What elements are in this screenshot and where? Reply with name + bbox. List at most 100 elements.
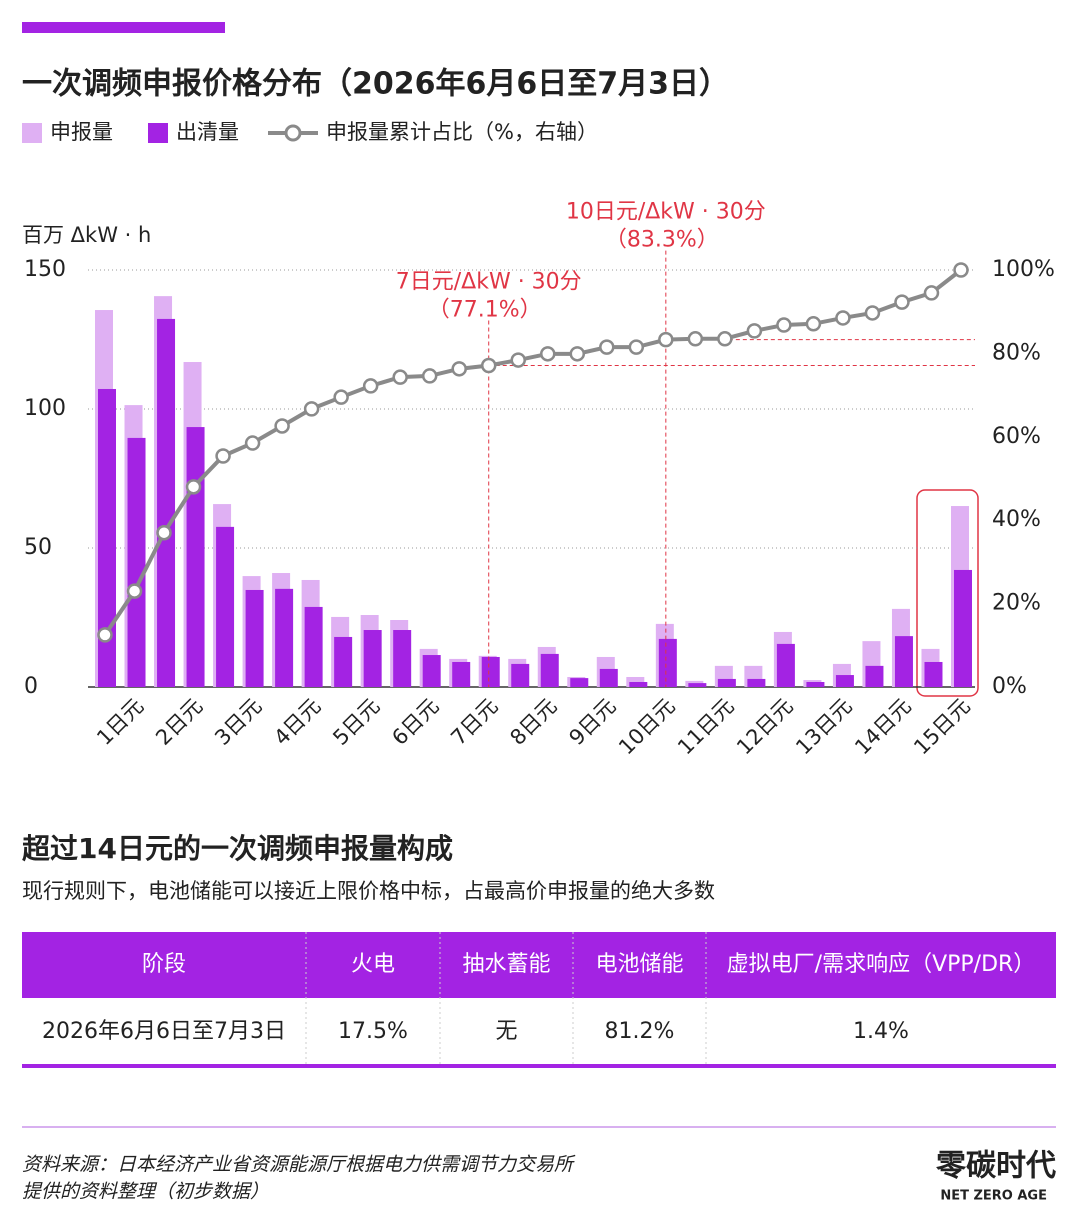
line-marker <box>953 262 969 278</box>
x-tick-label: 2日元 <box>151 694 207 750</box>
bar <box>422 655 441 687</box>
line-marker <box>451 361 467 377</box>
source-line: 资料来源：日本经济产业省资源能源厅根据电力供需调节力交易所 <box>22 1154 576 1176</box>
line-marker <box>244 435 261 451</box>
line-marker <box>923 285 940 301</box>
bar <box>127 437 146 687</box>
line-marker <box>864 305 881 321</box>
x-tick-label: 15日元 <box>909 694 975 760</box>
line-marker <box>628 339 645 355</box>
bar <box>393 630 412 687</box>
legend-label: 申报量 <box>50 120 113 144</box>
bar <box>511 663 530 687</box>
line-marker <box>599 339 615 355</box>
table-cell: 无 <box>495 1019 517 1044</box>
x-tick-label: 9日元 <box>564 694 620 750</box>
annotation-label: 7日元/ΔkW · 30分 <box>396 269 582 294</box>
bar <box>275 588 294 687</box>
x-tick-label: 6日元 <box>387 694 443 750</box>
table-header-cell: 火电 <box>351 952 395 977</box>
source-line: 提供的资料整理（初步数据） <box>22 1181 269 1203</box>
table-header-cell: 阶段 <box>142 952 186 977</box>
bar <box>747 678 766 687</box>
bar <box>245 589 264 687</box>
x-tick-label: 14日元 <box>850 694 916 760</box>
bar <box>894 636 913 687</box>
line-marker <box>717 331 733 347</box>
y-tick-label: 100 <box>24 396 66 421</box>
y2-tick-label: 40% <box>992 507 1041 532</box>
line-marker <box>362 378 379 394</box>
bar <box>835 675 854 687</box>
table-cell: 2026年6月6日至7月3日 <box>42 1019 286 1044</box>
table-subtitle: 现行规则下，电池储能可以接近上限价格中标，占最高价申报量的绝大多数 <box>22 879 715 903</box>
bar <box>599 668 618 687</box>
bar <box>629 681 648 687</box>
bar <box>570 678 589 687</box>
bar <box>98 388 116 687</box>
x-tick-label: 4日元 <box>269 694 325 750</box>
x-tick-label: 12日元 <box>732 694 798 760</box>
bar <box>954 569 972 687</box>
line-marker <box>185 479 202 495</box>
y2-tick-label: 60% <box>992 424 1041 449</box>
line-marker <box>215 448 231 464</box>
table-header-cell: 电池储能 <box>595 952 683 977</box>
table-cell: 17.5% <box>338 1019 408 1044</box>
y-tick-label: 150 <box>24 257 66 282</box>
line-marker <box>97 627 113 643</box>
accent-bar <box>22 22 225 33</box>
table-cell: 81.2% <box>605 1019 675 1044</box>
line-marker <box>746 323 763 339</box>
y2-tick-label: 100% <box>992 257 1055 282</box>
line-marker <box>540 346 556 362</box>
bar <box>865 665 884 687</box>
bar <box>806 681 825 687</box>
legend-swatch <box>22 123 42 143</box>
bar <box>717 678 736 687</box>
x-tick-label: 8日元 <box>505 694 561 750</box>
y-tick-label: 0 <box>24 674 38 699</box>
y-axis-label: 百万 ΔkW · h <box>22 223 151 247</box>
line-marker <box>274 418 290 434</box>
table-title: 超过14日元的一次调频申报量构成 <box>22 832 453 865</box>
bar <box>452 661 471 687</box>
line-marker <box>303 401 320 417</box>
y2-tick-label: 20% <box>992 591 1041 616</box>
x-tick-label: 3日元 <box>210 694 266 750</box>
line-marker <box>658 331 674 348</box>
x-tick-label: 13日元 <box>791 694 857 760</box>
line-marker <box>392 369 408 385</box>
chart-title: 一次调频申报价格分布（2026年6月6日至7月3日） <box>22 67 729 102</box>
legend-swatch <box>148 123 168 143</box>
annotation-value: （77.1%） <box>428 297 542 322</box>
table-header-cell: 抽水蓄能 <box>462 952 550 977</box>
bar <box>481 656 500 687</box>
bar <box>186 427 205 687</box>
bar <box>304 606 323 687</box>
logo-sub: NET ZERO AGE <box>940 1189 1047 1204</box>
annotation-label: 10日元/ΔkW · 30分 <box>566 200 766 225</box>
logo: 零碳时代 <box>936 1149 1056 1184</box>
bar <box>924 661 943 687</box>
line-marker <box>569 346 586 362</box>
legend-marker <box>284 124 302 142</box>
table-cell: 1.4% <box>853 1019 909 1044</box>
bar <box>216 526 235 687</box>
legend-label: 出清量 <box>176 120 239 144</box>
bar <box>363 630 382 687</box>
bar <box>157 318 176 687</box>
line-marker <box>333 389 349 405</box>
bar <box>334 636 353 687</box>
bar <box>540 653 559 687</box>
y2-tick-label: 0% <box>992 674 1027 699</box>
bar <box>776 643 795 687</box>
line-marker <box>805 316 822 332</box>
x-tick-label: 1日元 <box>92 694 148 750</box>
x-tick-label: 7日元 <box>446 694 502 750</box>
line-marker <box>156 524 172 541</box>
line-marker <box>126 583 143 599</box>
y2-tick-label: 80% <box>992 340 1041 365</box>
